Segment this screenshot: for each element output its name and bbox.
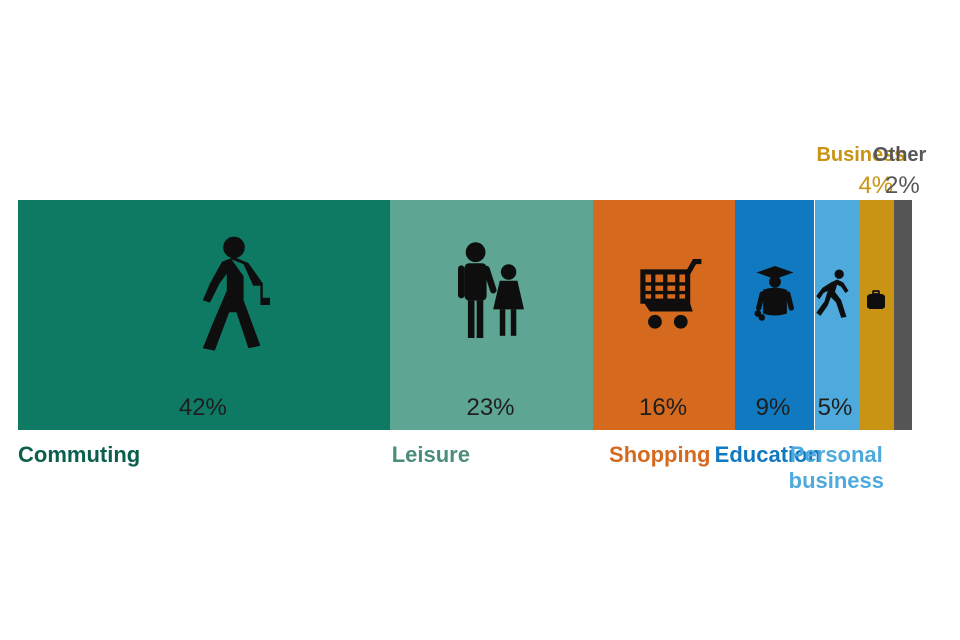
- label-commuting: Commuting: [18, 442, 140, 468]
- label-leisure: Leisure: [392, 442, 470, 468]
- briefcase-walker-icon: [174, 218, 294, 368]
- label-other: Other: [873, 144, 926, 167]
- pct-shopping: 16%: [639, 394, 687, 422]
- adult-child-icon: [436, 224, 546, 364]
- pct-education: 9%: [756, 394, 791, 422]
- bar-other: [894, 200, 912, 430]
- graduate-icon: [742, 240, 808, 350]
- pct-personal: 5%: [818, 394, 853, 422]
- label-shopping: Shopping: [609, 442, 710, 468]
- chart-stage: 42%Commuting 23%Leisure 16%Shopping 9%Ed…: [0, 0, 960, 640]
- cart-icon: [624, 246, 710, 346]
- suitcase-icon: [861, 260, 891, 340]
- pct-leisure: 23%: [466, 394, 514, 422]
- runner-icon: [809, 244, 861, 344]
- pct-other: 2%: [885, 172, 920, 200]
- label-personal: Personal business: [789, 442, 884, 494]
- pct-commuting: 42%: [179, 394, 227, 422]
